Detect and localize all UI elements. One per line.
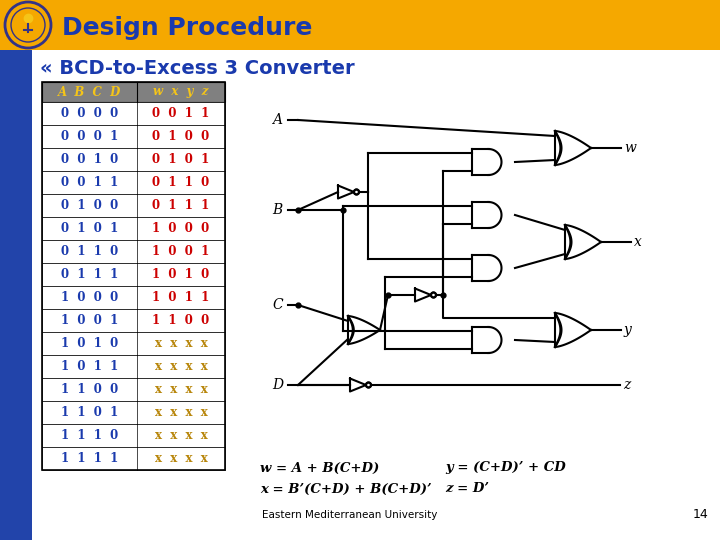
FancyBboxPatch shape [42,82,225,102]
Text: 1  1  1  1: 1 1 1 1 [61,452,118,465]
FancyBboxPatch shape [42,102,225,125]
FancyBboxPatch shape [42,332,225,355]
Text: 0  1  1  0: 0 1 1 0 [153,176,210,189]
Text: y: y [624,323,632,337]
FancyBboxPatch shape [42,424,225,447]
Text: w: w [624,141,636,155]
Text: 1  1  1  0: 1 1 1 0 [61,429,118,442]
Text: 0  0  0  0: 0 0 0 0 [61,107,118,120]
Text: z = D’: z = D’ [445,483,489,496]
Text: y = (C+D)’ + CD: y = (C+D)’ + CD [445,462,566,475]
Text: 1  1  0  1: 1 1 0 1 [61,406,118,419]
Text: « BCD-to-Excess 3 Converter: « BCD-to-Excess 3 Converter [40,58,355,78]
Text: 1  0  0  1: 1 0 0 1 [153,245,210,258]
Text: 0  0  1  1: 0 0 1 1 [153,107,210,120]
Text: 1  0  1  0: 1 0 1 0 [61,337,118,350]
Text: 1  0  0  0: 1 0 0 0 [61,291,118,304]
Text: 0  1  0  0: 0 1 0 0 [61,199,118,212]
Text: 1  0  1  1: 1 0 1 1 [61,360,118,373]
Circle shape [5,2,51,48]
FancyBboxPatch shape [42,401,225,424]
Text: x  x  x  x: x x x x [155,429,207,442]
Text: 1  0  0  0: 1 0 0 0 [153,222,210,235]
FancyBboxPatch shape [42,263,225,286]
Text: 1  1  0  0: 1 1 0 0 [61,383,118,396]
FancyBboxPatch shape [0,0,720,50]
FancyBboxPatch shape [42,309,225,332]
Text: 0  1  0  0: 0 1 0 0 [153,130,210,143]
FancyBboxPatch shape [42,240,225,263]
FancyBboxPatch shape [42,217,225,240]
Text: Design Procedure: Design Procedure [62,16,312,40]
Text: x  x  x  x: x x x x [155,406,207,419]
FancyBboxPatch shape [42,171,225,194]
Text: 1  0  1  0: 1 0 1 0 [153,268,210,281]
FancyBboxPatch shape [42,447,225,470]
Text: Eastern Mediterranean University: Eastern Mediterranean University [262,510,437,520]
Text: x: x [634,235,642,249]
Text: 1  0  1  1: 1 0 1 1 [153,291,210,304]
Text: w  x  y  z: w x y z [153,85,209,98]
Text: z: z [623,378,630,392]
Text: 0  0  1  0: 0 0 1 0 [61,153,118,166]
Text: x  x  x  x: x x x x [155,337,207,350]
Text: 0  1  0  1: 0 1 0 1 [153,153,210,166]
Text: 1  0  0  1: 1 0 0 1 [61,314,118,327]
Polygon shape [431,293,436,298]
Text: x  x  x  x: x x x x [155,360,207,373]
Text: x = B’(C+D) + B(C+D)’: x = B’(C+D) + B(C+D)’ [260,483,431,496]
FancyBboxPatch shape [42,148,225,171]
Text: x  x  x  x: x x x x [155,452,207,465]
FancyBboxPatch shape [42,378,225,401]
FancyBboxPatch shape [42,194,225,217]
FancyBboxPatch shape [42,125,225,148]
Text: x  x  x  x: x x x x [155,383,207,396]
Polygon shape [366,382,371,388]
Text: 0  0  0  1: 0 0 0 1 [61,130,118,143]
Text: 0  1  1  0: 0 1 1 0 [61,245,118,258]
Text: 14: 14 [692,509,708,522]
Text: A: A [272,113,282,127]
Text: D: D [272,378,283,392]
Text: 0  1  0  1: 0 1 0 1 [61,222,118,235]
Text: C: C [272,298,283,312]
Polygon shape [354,190,359,194]
FancyBboxPatch shape [42,355,225,378]
Text: 0  0  1  1: 0 0 1 1 [61,176,118,189]
Text: 0  1  1  1: 0 1 1 1 [153,199,210,212]
Text: w = A + B(C+D): w = A + B(C+D) [260,462,379,475]
Text: 1  1  0  0: 1 1 0 0 [153,314,210,327]
Text: B: B [272,203,282,217]
FancyBboxPatch shape [42,286,225,309]
Text: 0  1  1  1: 0 1 1 1 [61,268,118,281]
FancyBboxPatch shape [0,50,32,540]
Text: A  B  C  D: A B C D [58,85,121,98]
